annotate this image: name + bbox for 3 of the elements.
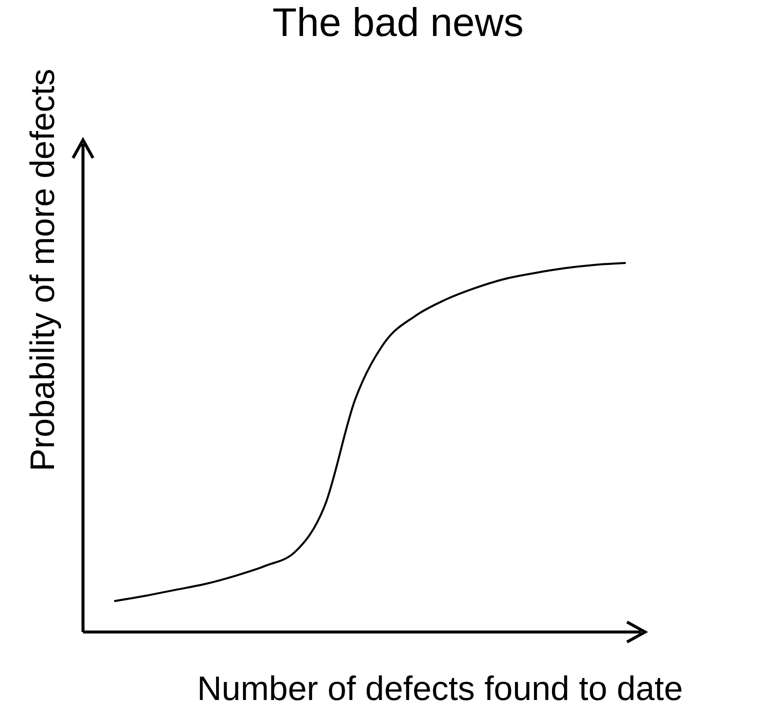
x-axis-title: Number of defects found to date: [197, 670, 683, 705]
chart-title: The bad news: [272, 1, 524, 45]
y-axis-title: Probability of more defects: [24, 68, 62, 472]
